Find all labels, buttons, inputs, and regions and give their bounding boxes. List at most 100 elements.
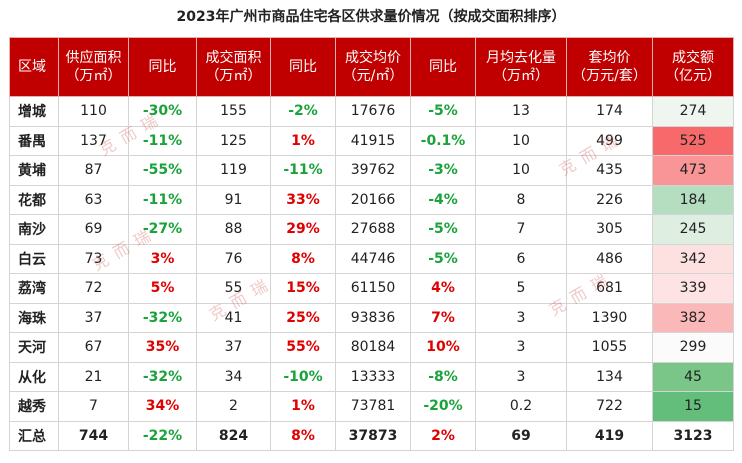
cell: -5% bbox=[410, 96, 476, 127]
cell: 110 bbox=[58, 96, 129, 127]
cell: 73 bbox=[58, 243, 129, 274]
cell: 汇总 bbox=[9, 420, 59, 451]
table-row: 黄埔 87 -55% 119 -11% 39762 -3% 10 435 473 bbox=[9, 155, 734, 186]
cell: 824 bbox=[196, 420, 271, 451]
header-cell: 区域 bbox=[9, 37, 59, 97]
table-row: 荔湾 72 5% 55 15% 61150 4% 5 681 339 bbox=[9, 273, 734, 304]
cell: 10 bbox=[475, 125, 567, 156]
cell: 67 bbox=[58, 332, 129, 363]
cell: 南沙 bbox=[9, 214, 59, 245]
cell: -55% bbox=[128, 155, 197, 186]
header-cell: 套均价 （万元/套） bbox=[566, 37, 653, 97]
cell: 7 bbox=[58, 391, 129, 422]
cell: 137 bbox=[58, 125, 129, 156]
cell: 3% bbox=[128, 243, 197, 274]
header-cell: 月均去化量 （万㎡） bbox=[475, 37, 567, 97]
cell: 3123 bbox=[652, 420, 734, 451]
cell: 增城 bbox=[9, 96, 59, 127]
cell: 花都 bbox=[9, 184, 59, 215]
table-row: 增城 110 -30% 155 -2% 17676 -5% 13 174 274 bbox=[9, 96, 734, 127]
cell: 15 bbox=[652, 391, 734, 422]
cell: 722 bbox=[566, 391, 653, 422]
title: 2023年广州市商品住宅各区供求量价情况（按成交面积排序） bbox=[176, 9, 566, 25]
cell: 1% bbox=[270, 391, 336, 422]
cell: 8% bbox=[270, 243, 336, 274]
cell: 245 bbox=[652, 214, 734, 245]
cell: 339 bbox=[652, 273, 734, 304]
cell: -27% bbox=[128, 214, 197, 245]
cell: 184 bbox=[652, 184, 734, 215]
table-row: 南沙 69 -27% 88 29% 27688 -5% 7 305 245 bbox=[9, 214, 734, 245]
table-body: 增城 110 -30% 155 -2% 17676 -5% 13 174 274 番禺 137 -11%… bbox=[9, 96, 734, 451]
cell: 15% bbox=[270, 273, 336, 304]
cell: 55 bbox=[196, 273, 271, 304]
cell: 1% bbox=[270, 125, 336, 156]
cell: 499 bbox=[566, 125, 653, 156]
cell: 119 bbox=[196, 155, 271, 186]
cell: -2% bbox=[270, 96, 336, 127]
cell: -8% bbox=[410, 361, 476, 392]
table-row: 天河 67 35% 37 55% 80184 10% 3 1055 299 bbox=[9, 332, 734, 363]
header-cell: 同比 bbox=[270, 37, 336, 97]
cell: 29% bbox=[270, 214, 336, 245]
cell: -20% bbox=[410, 391, 476, 422]
cell: 473 bbox=[652, 155, 734, 186]
cell: -11% bbox=[128, 184, 197, 215]
cell: 76 bbox=[196, 243, 271, 274]
cell: 342 bbox=[652, 243, 734, 274]
cell: 33% bbox=[270, 184, 336, 215]
cell: 10 bbox=[475, 155, 567, 186]
cell: -5% bbox=[410, 214, 476, 245]
table-row: 番禺 137 -11% 125 1% 41915 -0.1% 10 499 525 bbox=[9, 125, 734, 156]
cell: 382 bbox=[652, 302, 734, 333]
table-row: 白云 73 3% 76 8% 44746 -5% 6 486 342 bbox=[9, 243, 734, 274]
cell: 61150 bbox=[335, 273, 411, 304]
cell: 20166 bbox=[335, 184, 411, 215]
cell: 8 bbox=[475, 184, 567, 215]
cell: 744 bbox=[58, 420, 129, 451]
cell: 69 bbox=[58, 214, 129, 245]
cell: 174 bbox=[566, 96, 653, 127]
header-cell: 成交均价 （元/㎡） bbox=[335, 37, 411, 97]
cell: 305 bbox=[566, 214, 653, 245]
cell: 45 bbox=[652, 361, 734, 392]
cell: 41915 bbox=[335, 125, 411, 156]
cell: 17676 bbox=[335, 96, 411, 127]
cell: 91 bbox=[196, 184, 271, 215]
cell: 93836 bbox=[335, 302, 411, 333]
cell: 125 bbox=[196, 125, 271, 156]
cell: 72 bbox=[58, 273, 129, 304]
cell: -11% bbox=[270, 155, 336, 186]
table-row: 花都 63 -11% 91 33% 20166 -4% 8 226 184 bbox=[9, 184, 734, 215]
cell: 87 bbox=[58, 155, 129, 186]
header-row: 区域 供应面积 （万㎡） 同比 成交面积 （万㎡） 同比 成交均价 （元/㎡） 同比 月均去化… bbox=[9, 37, 734, 97]
header-cell: 成交额 （亿元） bbox=[652, 37, 734, 97]
cell: 7 bbox=[475, 214, 567, 245]
cell: -0.1% bbox=[410, 125, 476, 156]
cell: 37 bbox=[58, 302, 129, 333]
cell: 39762 bbox=[335, 155, 411, 186]
cell: 海珠 bbox=[9, 302, 59, 333]
header-cell: 同比 bbox=[410, 37, 476, 97]
cell: 134 bbox=[566, 361, 653, 392]
cell: 21 bbox=[58, 361, 129, 392]
cell: 44746 bbox=[335, 243, 411, 274]
cell: 天河 bbox=[9, 332, 59, 363]
cell: -32% bbox=[128, 302, 197, 333]
cell: 435 bbox=[566, 155, 653, 186]
cell: 6 bbox=[475, 243, 567, 274]
cell: 2% bbox=[410, 420, 476, 451]
cell: 73781 bbox=[335, 391, 411, 422]
cell: 37 bbox=[196, 332, 271, 363]
cell: 41 bbox=[196, 302, 271, 333]
cell: 525 bbox=[652, 125, 734, 156]
cell: 681 bbox=[566, 273, 653, 304]
cell: -11% bbox=[128, 125, 197, 156]
cell: 10% bbox=[410, 332, 476, 363]
cell: 69 bbox=[475, 420, 567, 451]
cell: 63 bbox=[58, 184, 129, 215]
cell: -4% bbox=[410, 184, 476, 215]
cell: 5 bbox=[475, 273, 567, 304]
cell: 13 bbox=[475, 96, 567, 127]
cell: 从化 bbox=[9, 361, 59, 392]
